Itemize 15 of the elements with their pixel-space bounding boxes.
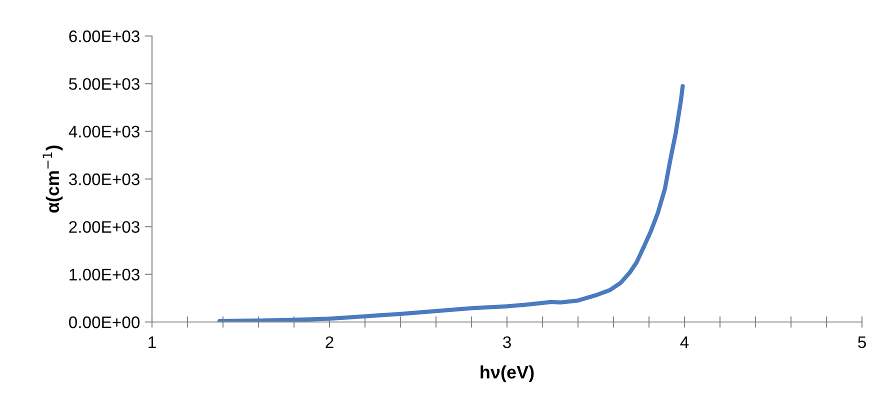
y-tick-label: 2.00E+03 (69, 221, 140, 233)
x-tick-label: 4 (680, 336, 689, 348)
x-tick-label: 5 (858, 336, 866, 348)
y-tick-label: 6.00E+03 (69, 30, 140, 42)
y-tick-label: 0.00E+00 (69, 316, 140, 328)
x-tick-label: 2 (326, 336, 334, 348)
y-tick-label: 4.00E+03 (68, 126, 140, 138)
x-tick-label: 3 (503, 336, 511, 348)
x-tick-label: 1 (148, 336, 156, 348)
x-axis-title: hν(eV) (480, 365, 534, 382)
y-tick-label: 5.00E+03 (69, 78, 140, 90)
y-tick-label: 3.00E+03 (69, 173, 140, 186)
line-series (217, 84, 685, 322)
y-axis-title: α(cm$^{−1}$) (42, 146, 63, 213)
y-tick-label: 1.00E+03 (70, 268, 140, 281)
